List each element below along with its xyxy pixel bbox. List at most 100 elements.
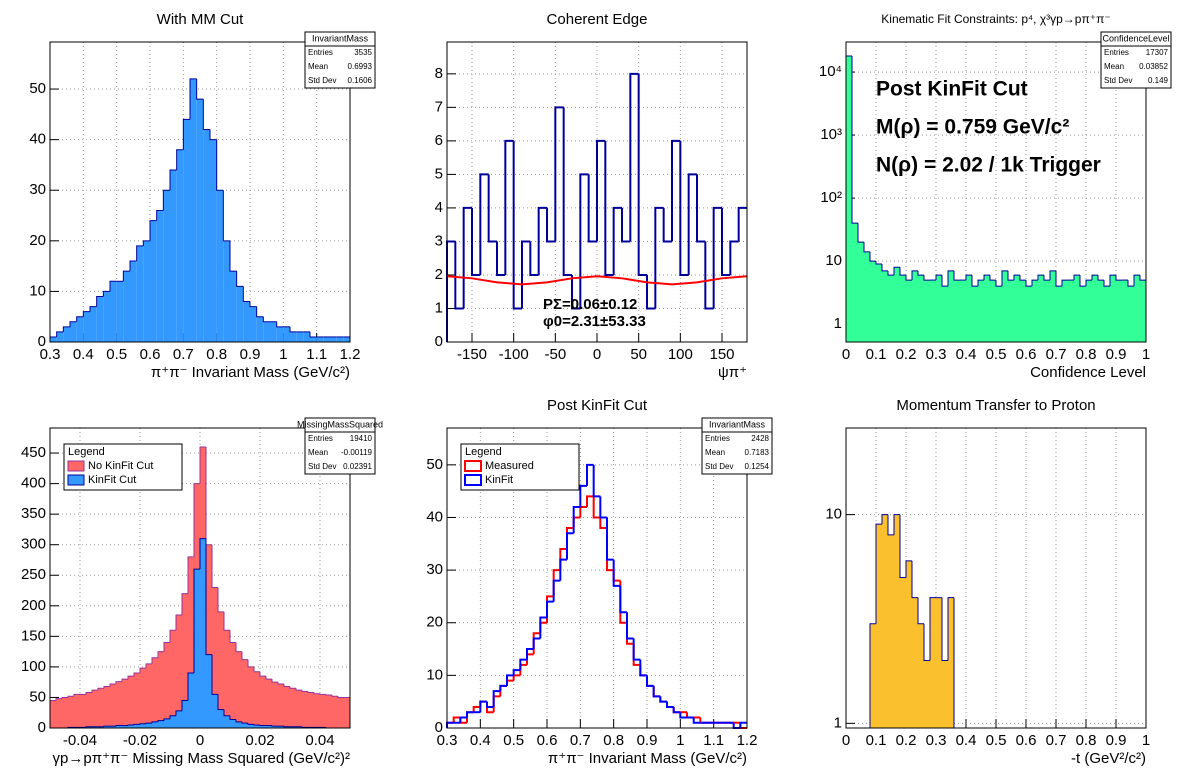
- hist-step: [579, 173, 589, 309]
- x-tick-label: 0.1: [866, 346, 887, 363]
- hist-step: [193, 568, 200, 674]
- hist-bar: [1098, 280, 1104, 342]
- hist-step: [851, 55, 858, 224]
- x-tick-label: -0.02: [123, 732, 157, 749]
- hist-bar: [978, 280, 984, 342]
- y-tick-label: 350: [21, 505, 46, 522]
- hist-step: [271, 725, 278, 727]
- y-tick-label: 10: [825, 506, 842, 523]
- hist-bar: [918, 623, 924, 728]
- hist-step: [211, 654, 218, 695]
- stats-key: Entries: [1104, 48, 1129, 57]
- hist-step: [82, 311, 90, 317]
- hist-step: [1055, 270, 1062, 287]
- hist-step: [562, 107, 572, 276]
- hist-step: [1085, 279, 1092, 287]
- hist-step: [223, 709, 230, 717]
- hist-bar: [98, 688, 104, 728]
- hist-bar: [63, 326, 70, 342]
- hist-bar: [150, 220, 157, 342]
- hist-step: [61, 696, 68, 699]
- hist-step: [1097, 275, 1104, 281]
- hist-bar: [1140, 280, 1146, 342]
- hist-bar: [116, 281, 124, 342]
- legend-label: KinFit Cut: [88, 474, 136, 486]
- x-tick-label: 1: [676, 732, 684, 749]
- hist-bar: [122, 725, 128, 728]
- hist-bar: [182, 593, 188, 728]
- x-tick-label: 0.2: [896, 732, 917, 749]
- hist-step: [905, 560, 912, 578]
- hist-bar: [303, 331, 310, 342]
- stats-key: Mean: [1104, 62, 1124, 71]
- hist-bar: [56, 331, 64, 342]
- hist-bar: [74, 694, 80, 728]
- hist-step: [911, 270, 918, 281]
- hist-step: [283, 726, 290, 728]
- hist-step: [85, 692, 92, 695]
- hist-bar: [948, 597, 954, 728]
- hist-step: [73, 693, 80, 697]
- hist-bar: [918, 275, 924, 342]
- hist-bar: [1008, 280, 1014, 342]
- plot-border: [49, 427, 351, 729]
- hist-bar: [1044, 280, 1050, 342]
- y-tick-label: 6: [435, 132, 443, 149]
- hist-step: [612, 559, 621, 587]
- x-tick-label: 0.4: [470, 732, 491, 749]
- hist-bar: [326, 695, 332, 728]
- hist-bar: [942, 660, 948, 728]
- hist-step: [89, 306, 97, 312]
- hist-step: [96, 295, 104, 307]
- stats-box: [304, 417, 376, 475]
- hist-step: [142, 240, 150, 246]
- hist-bar: [254, 724, 260, 728]
- hist-bar: [170, 715, 176, 728]
- hist-step: [637, 73, 647, 276]
- y-tick-label: 0: [38, 333, 46, 350]
- chart-title: Post KinFit Cut: [547, 397, 648, 414]
- y-tick-label: 50: [426, 456, 443, 473]
- hist-bar: [330, 336, 337, 342]
- x-tick-label: 0: [196, 732, 204, 749]
- hist-bar: [960, 280, 966, 342]
- x-tick-label: 0.3: [926, 346, 947, 363]
- hist-bar: [912, 597, 918, 728]
- hist-bar: [92, 690, 98, 728]
- hist-bar: [320, 694, 326, 728]
- hist-step: [103, 725, 110, 727]
- hist-step: [893, 266, 900, 276]
- hist-step: [679, 712, 687, 719]
- x-tick-label: 50: [630, 346, 647, 363]
- hist-step: [554, 106, 564, 242]
- hist-bar: [206, 544, 212, 728]
- hist-step: [923, 623, 930, 662]
- hist-step: [149, 220, 157, 241]
- hist-step: [259, 671, 266, 677]
- legend-label: Measured: [485, 460, 534, 472]
- legend-swatch: [67, 460, 85, 472]
- hist-step: [452, 716, 461, 723]
- hist-step: [115, 681, 122, 685]
- hist-bar: [164, 642, 170, 728]
- hist-step: [941, 597, 948, 662]
- hist-bar: [1080, 286, 1086, 342]
- hist-bar: [143, 240, 150, 342]
- hist-step: [277, 682, 284, 685]
- y-tick-label: 5: [435, 165, 443, 182]
- hist-step: [499, 684, 507, 692]
- fit-curve: [446, 275, 748, 286]
- hist-step: [182, 118, 190, 150]
- hist-bar: [200, 538, 206, 728]
- hist-bar: [1068, 280, 1074, 342]
- hist-step: [1079, 275, 1086, 287]
- stats-value: 0.03852: [1139, 62, 1168, 71]
- hist-step: [109, 683, 116, 687]
- hist-step: [199, 538, 206, 570]
- x-tick-label: 0.4: [73, 346, 94, 363]
- x-tick-label: 0.5: [503, 732, 524, 749]
- hist-bar: [1116, 280, 1122, 342]
- hist-bar: [230, 642, 236, 728]
- hist-bar: [930, 597, 936, 728]
- hist-step: [102, 290, 110, 297]
